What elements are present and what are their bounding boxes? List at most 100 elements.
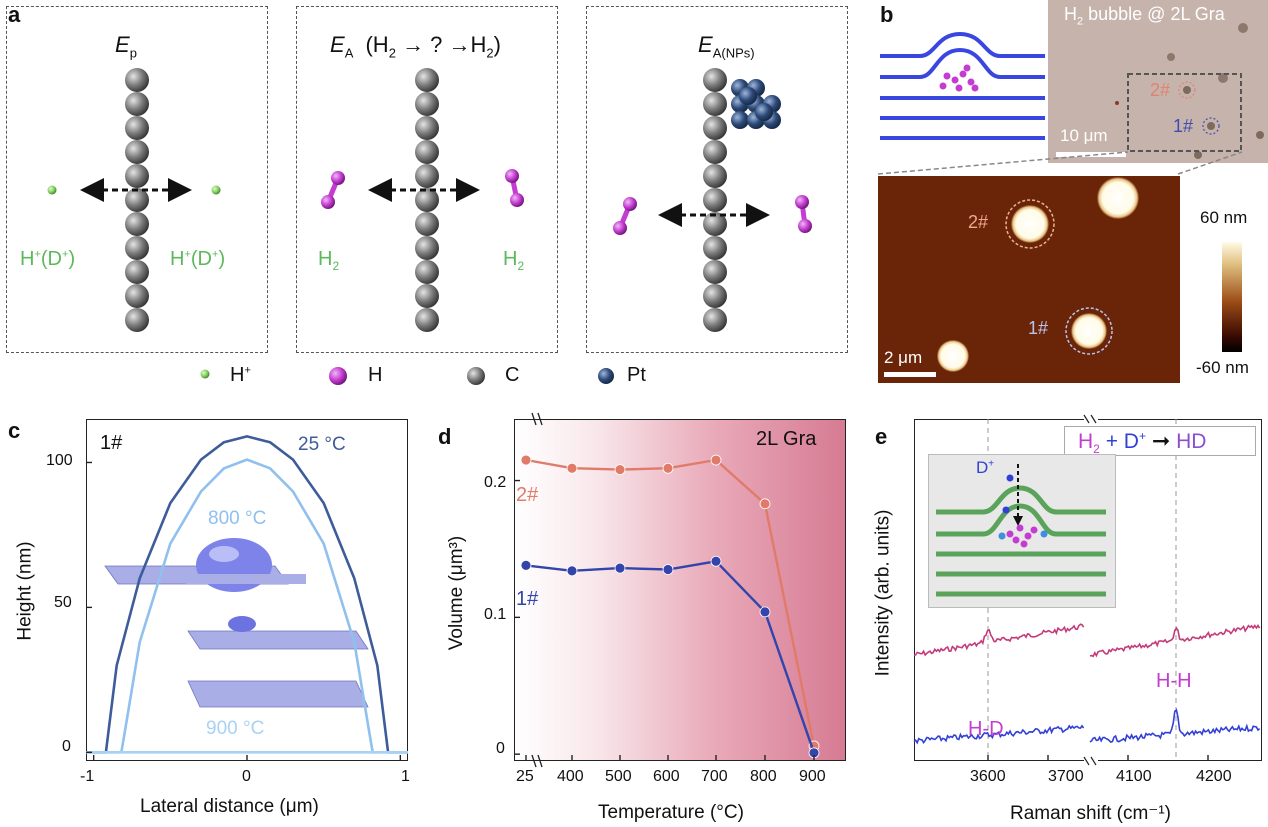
carbon-atom: [415, 68, 439, 92]
box3-title-sub: A(NPs): [712, 45, 755, 61]
chart-c-xtick-1: 0: [242, 768, 251, 785]
legend-hydrogen-icon: [329, 367, 347, 385]
chart-d-plot: [514, 412, 820, 768]
chart-e-upper-spectrum-seg-0: [914, 623, 1085, 657]
legend-proton-name: H: [230, 364, 245, 386]
chart-c-label-800c: 800 °C: [208, 508, 267, 529]
legend-proton-icon: [200, 369, 210, 379]
box2-left-sub: 2: [332, 259, 340, 273]
legend-platinum-icon: [598, 368, 614, 384]
box2-left-h: H: [318, 248, 333, 270]
chart-d-ylabel: Volume (μm³): [446, 535, 468, 651]
reaction-sub: 2: [1093, 442, 1100, 457]
panel-a-box-nps: [586, 6, 848, 353]
carbon-atom: [415, 116, 439, 140]
carbon-atom: [415, 308, 439, 332]
raman-inset-d-label: D+: [976, 458, 995, 477]
chart-c-series-0: [86, 435, 408, 754]
optical-marker-1: 1#: [1173, 116, 1194, 136]
colorbar-bottom-label: -60 nm: [1196, 358, 1249, 377]
carbon-atom: [703, 68, 727, 92]
carbon-atom: [415, 260, 439, 284]
inset-bubble-25c: [104, 538, 306, 592]
panel-a-box-proton: [6, 6, 268, 353]
chart-c-sample: 1#: [100, 432, 123, 454]
carbon-atom: [125, 284, 149, 308]
carbon-atom: [703, 308, 727, 332]
chart-d-ytick-0: 0: [496, 740, 505, 757]
optical-title-h: H: [1064, 4, 1077, 24]
chart-d-xtick-3: 600: [653, 768, 680, 785]
chart-c-ytick-1: 50: [54, 594, 72, 611]
box3-title-main: E: [698, 32, 713, 57]
bilayer-bubble-schematic: [880, 31, 1045, 140]
box2-right-h: H: [503, 248, 518, 270]
chart-d-xlabel: Temperature (°C): [598, 802, 744, 823]
chart-d-point-1-3: [662, 564, 674, 575]
chart-e-xtick-1: 3700: [1048, 768, 1084, 785]
h2-molecule-box2-left: [321, 171, 345, 209]
chart-c-xtick-0: -1: [80, 768, 95, 785]
carbon-atom: [415, 92, 439, 116]
legend-carbon-label: C: [505, 364, 520, 386]
chain-box1: [125, 68, 149, 332]
carbon-atom: [415, 284, 439, 308]
chart-d-point-0-4: [710, 454, 722, 466]
box1-left-h: H: [20, 248, 35, 270]
chart-d-line-1: [525, 560, 816, 754]
chart-d-xtick-0: 25: [516, 768, 534, 785]
chart-c-xlabel: Lateral distance (μm): [140, 796, 319, 817]
h2-molecule-box3-left: [613, 197, 637, 235]
carbon-atom: [125, 140, 149, 164]
proton-right: [211, 185, 221, 195]
pt-nanoparticle-cluster: [731, 79, 781, 129]
chart-d-axis-break-a-0: [531, 412, 537, 426]
box2-title-rest2: → ? →H: [402, 32, 487, 57]
carbon-atom: [125, 236, 149, 260]
raman-inset-d: D: [976, 458, 989, 477]
chart-d-line-0: [525, 458, 816, 747]
chart-e-ylabel: Intensity (arb. units): [872, 509, 894, 677]
chart-c-ytick-0: 0: [62, 738, 71, 755]
chart-d-point-1-4: [710, 555, 722, 567]
afm-image: 2# 1# 2 μm: [878, 176, 1180, 383]
panel-d-label: d: [438, 424, 452, 449]
afm-marker-1: 1#: [1028, 318, 1049, 338]
carbon-atom: [415, 140, 439, 164]
carbon-atom: [703, 92, 727, 116]
carbon-atom: [125, 164, 149, 188]
chart-c-ylabel: Height (nm): [14, 541, 36, 641]
chart-c-plot: [86, 435, 408, 761]
legend-carbon-icon: [467, 367, 485, 385]
chart-d-xtick-1: 400: [557, 768, 584, 785]
reaction-text: H2 + D+ ➞ HD: [1078, 428, 1207, 457]
chain-box2: [415, 68, 439, 332]
chart-d-ytick-1: 0.1: [484, 606, 507, 623]
chart-c-xtick-2: 1: [401, 768, 410, 785]
carbon-atom: [125, 116, 149, 140]
box2-left-label: H2: [318, 248, 339, 273]
legend-proton-sup: +: [244, 364, 251, 377]
optical-title-sub: 2: [1077, 15, 1084, 28]
carbon-atom: [703, 284, 727, 308]
proton-left: [47, 185, 57, 195]
chart-d-xtick-2: 500: [605, 768, 632, 785]
chart-e-peak-hd: H-D: [968, 718, 1004, 740]
box1-left-d: (D: [40, 248, 62, 270]
h2-molecule-box3-right: [795, 195, 812, 233]
chart-c-series-1: [86, 458, 408, 754]
box3-title: EA(NPs): [698, 32, 755, 60]
box1-right-d: (D: [190, 248, 212, 270]
panel-e-label: e: [875, 424, 888, 449]
carbon-atom: [415, 212, 439, 236]
chain-box3: [703, 68, 727, 332]
legend-proton-label: H+: [230, 364, 251, 387]
afm-colorbar: [1222, 242, 1242, 352]
chart-e-lower-spectrum-seg-1: [1089, 708, 1261, 744]
box1-title-sub: p: [129, 45, 137, 61]
optical-title-rest: bubble @ 2L Gra: [1083, 4, 1225, 24]
inset-bubble-800c: [187, 616, 369, 650]
carbon-atom: [415, 164, 439, 188]
chart-c-label-25c: 25 °C: [298, 434, 346, 455]
chart-d-point-0-1: [566, 462, 578, 474]
